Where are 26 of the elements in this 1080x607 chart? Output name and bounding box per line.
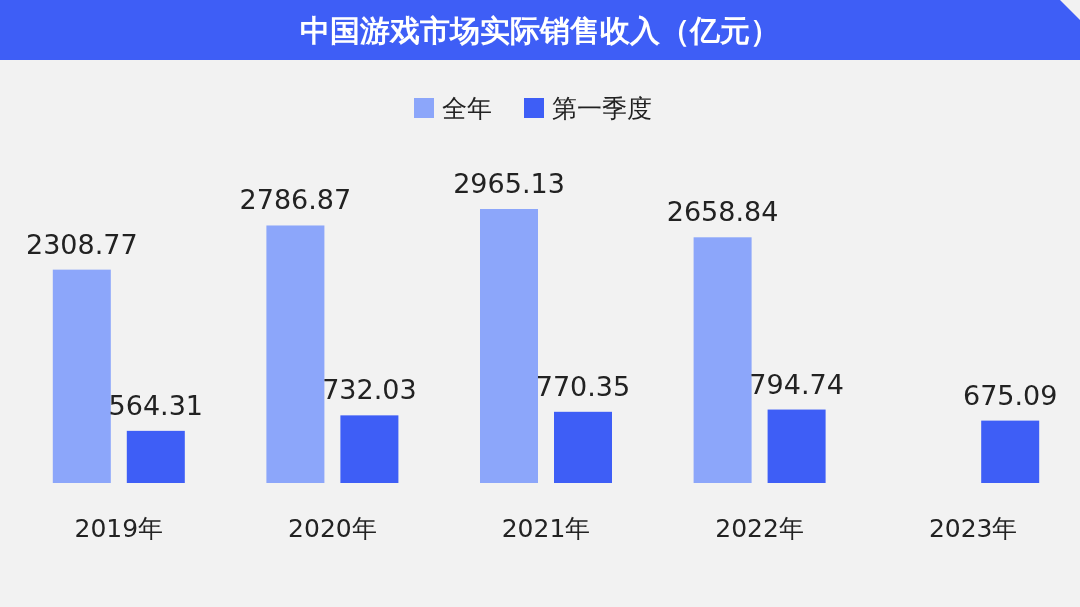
bar (126, 430, 185, 483)
legend-label: 第一季度 (552, 94, 652, 123)
bar (340, 415, 399, 483)
x-tick-label: 2021年 (501, 514, 591, 543)
data-label: 794.74 (749, 368, 844, 400)
chart-title: 中国游戏市场实际销售收入（亿元） (300, 13, 780, 48)
bar (52, 269, 111, 483)
bar (693, 237, 752, 483)
bar (266, 225, 325, 483)
bar (981, 420, 1040, 483)
data-label: 2965.13 (453, 168, 565, 199)
data-label: 2308.77 (25, 228, 138, 260)
legend-label: 全年 (442, 94, 492, 123)
x-tick-label: 2022年 (715, 514, 804, 543)
x-tick-label: 2023年 (928, 514, 1018, 543)
x-tick-label: 2020年 (288, 514, 377, 543)
bar (480, 209, 538, 483)
data-label: 564.31 (108, 389, 204, 421)
data-label: 675.09 (962, 379, 1058, 411)
data-label: 2786.87 (239, 184, 352, 216)
bar (767, 409, 826, 483)
bar (554, 411, 612, 483)
x-tick-label: 2019年 (74, 514, 164, 543)
data-label: 770.35 (535, 370, 631, 402)
data-label: 2658.84 (666, 196, 779, 228)
data-label: 732.03 (322, 374, 417, 406)
